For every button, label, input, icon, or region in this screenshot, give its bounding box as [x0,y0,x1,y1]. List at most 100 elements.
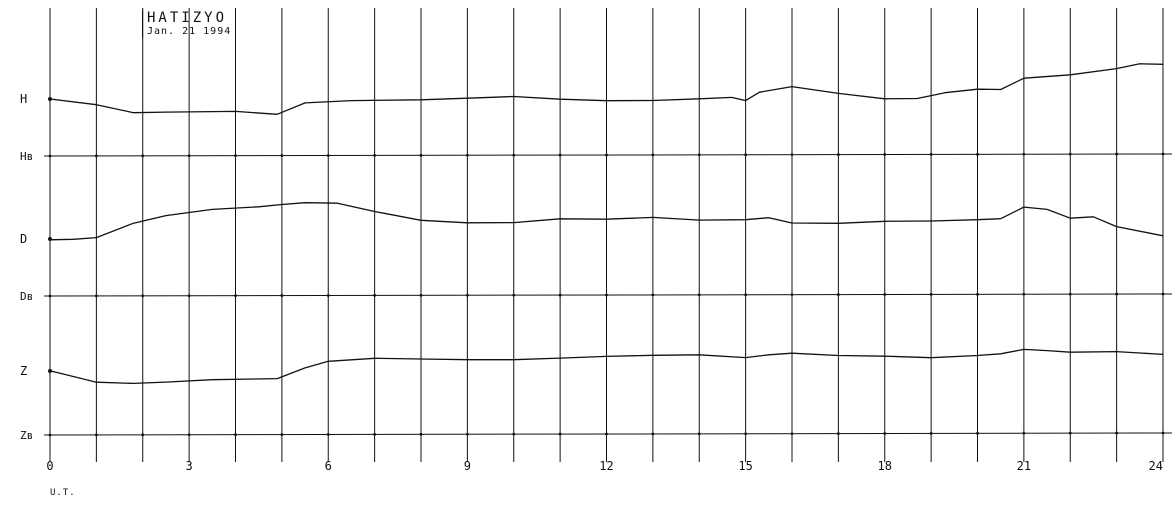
baseline-tick-dot [465,153,469,157]
baseline-tick-dot [234,154,237,158]
baseline-tick-dot [465,293,469,297]
baseline-tick-dot [651,432,655,436]
baseline-tick-dot [94,154,98,158]
baseline-tick-dot [1161,431,1165,435]
baseline-tick-dot [929,153,933,156]
baseline-tick-dot [605,432,608,436]
baseline-tick-dot [558,153,562,157]
baseline-tick-dot [326,154,330,157]
series-start-dot-Z [48,369,52,373]
baseline-tick-dot [929,293,933,296]
baseline-label-0: Hв [20,150,33,163]
baseline-tick-dot [187,433,191,437]
baseline-tick-dot [94,294,98,298]
trace-label-group: Hв Dв Zв H D Z [20,92,33,442]
baseline-tick-dot [1115,292,1119,296]
baseline-tick-dot [465,432,469,436]
baseline-tick-dot [605,293,608,297]
baseline-tick-dot [558,293,562,297]
baseline-tick-dot [280,294,284,297]
x-tick-label-21: 21 [1017,459,1031,473]
baseline-tick-dot [790,293,794,297]
x-tick-label-9: 9 [464,459,471,473]
chart-subtitle: Jan. 21 1994 [147,26,232,37]
baseline-tick-dot [836,293,840,296]
title-block: HATIZYO Jan. 21 1994 [142,10,231,38]
x-axis-label: U.T. [50,488,76,498]
baseline-tick-dot [883,293,887,296]
baseline-tick-dot [929,432,933,435]
baseline-tick-dot [419,293,423,297]
series-line-Z [49,348,1164,385]
baseline-tick-dot [280,433,284,436]
baseline-tick-dot [1068,152,1072,156]
x-tick-label-0: 0 [46,459,53,473]
baseline-tick-dot [1161,152,1165,156]
baseline-tick-dot [790,153,794,157]
series-line-D [49,202,1164,241]
baseline-tick-dot [141,433,145,437]
baseline-label-2: Zв [20,429,33,442]
x-tick-label-3: 3 [186,459,193,473]
chart-title: HATIZYO [147,10,228,26]
baseline-tick-dot [419,432,423,436]
baseline-group [43,152,1172,437]
baseline-tick-dot [1068,292,1072,296]
trace-label-H: H [20,92,27,106]
baseline-tick-dot [512,432,516,436]
series-line-H [49,63,1164,115]
baseline-tick-dot [697,153,701,157]
baseline-tick-dot [883,153,887,156]
baseline-tick-dot [187,294,191,298]
trace-label-Z: Z [20,364,27,378]
baseline-tick-dot [558,432,562,436]
baseline-tick-dot [605,153,608,157]
baseline-tick-dot [326,294,330,297]
series-group [48,63,1164,385]
baseline-tick-dot [48,154,52,158]
baseline-2 [43,432,1172,436]
series-start-dot-D [48,237,52,241]
baseline-tick-dot [883,432,887,435]
x-tick-label-24: 24 [1149,459,1163,473]
x-tick-label-18: 18 [878,459,892,473]
baseline-tick-dot [373,294,377,297]
baseline-tick-dot [141,154,145,158]
baseline-tick-dot [976,292,979,296]
baseline-tick-dot [94,433,98,437]
baseline-tick-dot [373,154,377,157]
baseline-tick-dot [697,293,701,297]
baseline-tick-dot [1161,292,1165,296]
baseline-tick-dot [234,433,237,437]
baseline-tick-dot [373,433,377,436]
baseline-tick-dot [1022,431,1026,435]
baseline-tick-dot [1115,431,1119,435]
chart-grid [49,8,1164,462]
baseline-tick-dot [48,294,52,298]
baseline-tick-dot [744,432,748,436]
baseline-tick-dot [48,433,52,437]
baseline-tick-dot [651,293,655,297]
x-tick-label-6: 6 [325,459,332,473]
baseline-tick-dot [651,153,655,157]
baseline-tick-dot [976,431,979,435]
baseline-tick-dot [790,432,794,436]
baseline-tick-dot [234,294,237,298]
trace-label-D: D [20,232,27,246]
baseline-tick-dot [1115,152,1119,156]
baseline-tick-dot [836,153,840,156]
baseline-tick-dot [836,432,840,435]
baseline-tick-dot [697,432,701,436]
baseline-1 [43,293,1172,297]
baseline-tick-dot [141,294,145,298]
x-tick-label-15: 15 [738,459,752,473]
baseline-tick-dot [1022,292,1026,296]
baseline-tick-dot [1068,431,1072,435]
series-start-dot-H [48,97,52,101]
baseline-tick-dot [187,154,191,158]
baseline-label-1: Dв [20,290,33,303]
baseline-tick-dot [744,293,748,297]
x-tick-labels: 0 3 6 9 12 15 18 21 24 [46,459,1163,473]
baseline-tick-dot [976,152,979,156]
